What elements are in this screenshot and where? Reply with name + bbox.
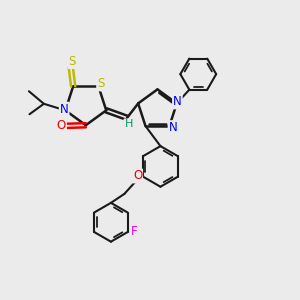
Text: H: H — [124, 119, 133, 129]
Text: S: S — [69, 55, 76, 68]
Text: N: N — [169, 121, 177, 134]
Text: O: O — [133, 169, 142, 182]
Text: F: F — [131, 226, 138, 238]
Text: S: S — [97, 77, 104, 90]
Text: O: O — [57, 119, 66, 132]
Text: N: N — [173, 95, 182, 108]
Text: N: N — [60, 103, 68, 116]
